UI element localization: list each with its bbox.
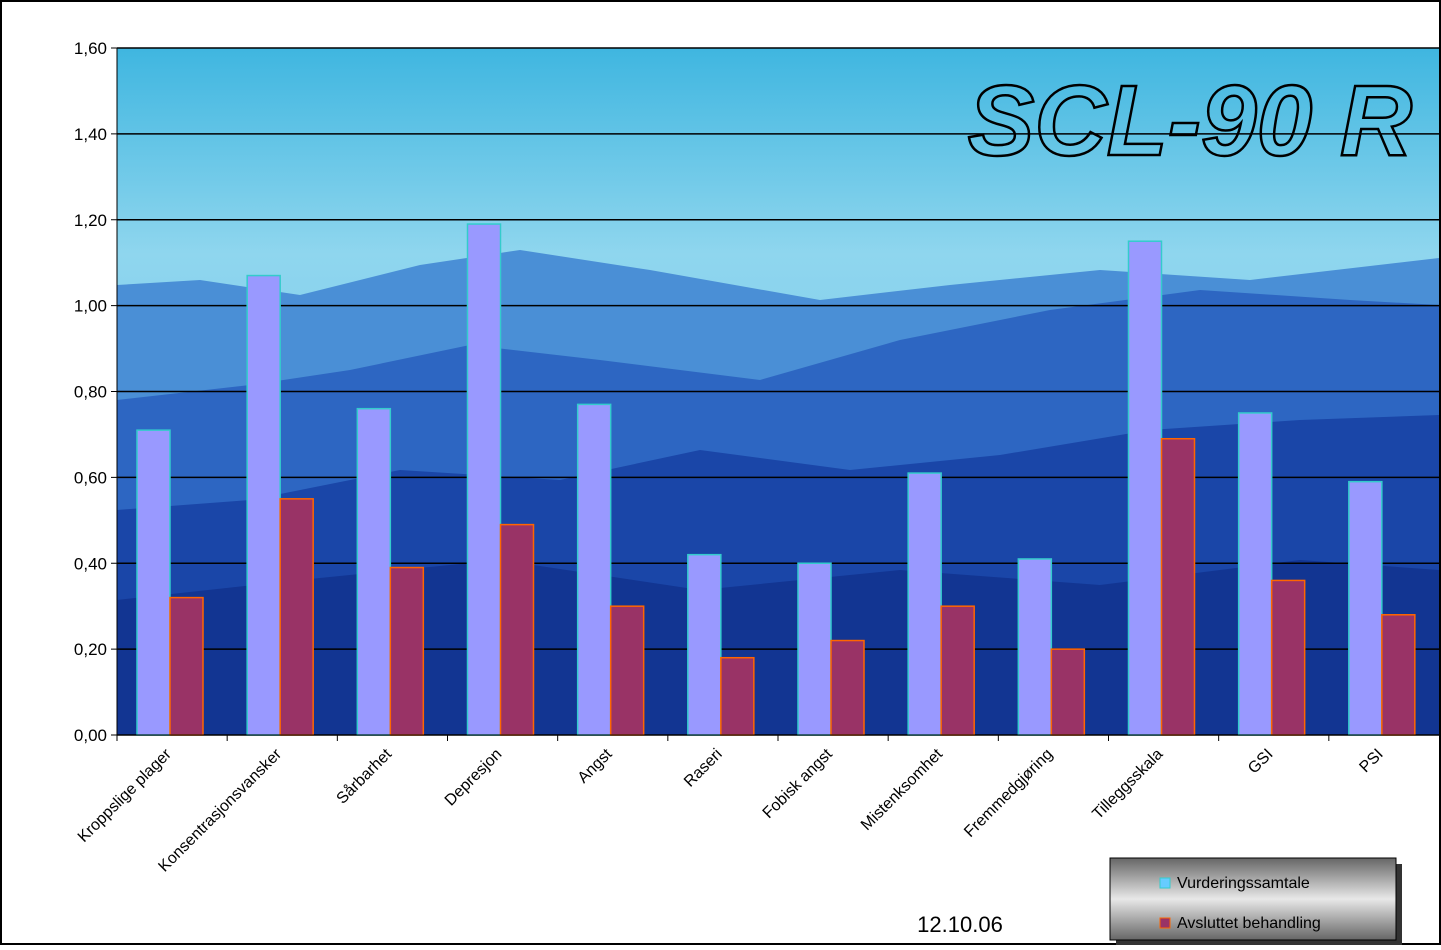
bar xyxy=(1050,648,1086,736)
y-tick-label: 1,00 xyxy=(74,297,107,316)
annotation: 12.10.06 xyxy=(917,912,1003,937)
y-tick-label: 1,20 xyxy=(74,211,107,230)
bar xyxy=(830,639,865,736)
bar xyxy=(499,523,535,736)
y-tick-label: 0,20 xyxy=(74,640,107,659)
bar xyxy=(940,605,975,736)
bar xyxy=(1381,614,1416,736)
bar xyxy=(720,656,755,736)
y-tick-label: 0,40 xyxy=(74,554,107,573)
bar xyxy=(1160,437,1196,736)
legend-swatch xyxy=(1159,917,1171,929)
legend-swatch xyxy=(1159,877,1171,889)
y-tick-label: 1,60 xyxy=(74,39,107,58)
plot-background xyxy=(117,48,1439,735)
bar xyxy=(1127,240,1163,736)
bar xyxy=(136,429,171,736)
bar xyxy=(279,498,314,736)
legend-label: Vurderingssamtale xyxy=(1177,875,1310,892)
bar xyxy=(797,562,832,736)
bar xyxy=(1270,579,1306,736)
bar xyxy=(389,566,425,736)
bar xyxy=(1237,412,1273,736)
bar xyxy=(1017,558,1053,736)
bar xyxy=(1348,480,1383,736)
bar xyxy=(169,596,204,736)
bar xyxy=(356,407,392,736)
y-tick-label: 0,80 xyxy=(74,383,107,402)
bar xyxy=(907,472,942,736)
legend-label: Avsluttet behandling xyxy=(1177,915,1321,932)
y-tick-label: 0,00 xyxy=(74,726,107,745)
bar xyxy=(466,223,502,736)
bars xyxy=(136,223,1416,736)
y-tick-label: 0,60 xyxy=(74,468,107,487)
bar xyxy=(576,403,612,736)
y-tick-label: 1,40 xyxy=(74,125,107,144)
bar xyxy=(687,553,722,736)
bar xyxy=(246,274,281,736)
bar xyxy=(609,605,645,736)
chart-title: SCL-90 R xyxy=(968,65,1413,177)
